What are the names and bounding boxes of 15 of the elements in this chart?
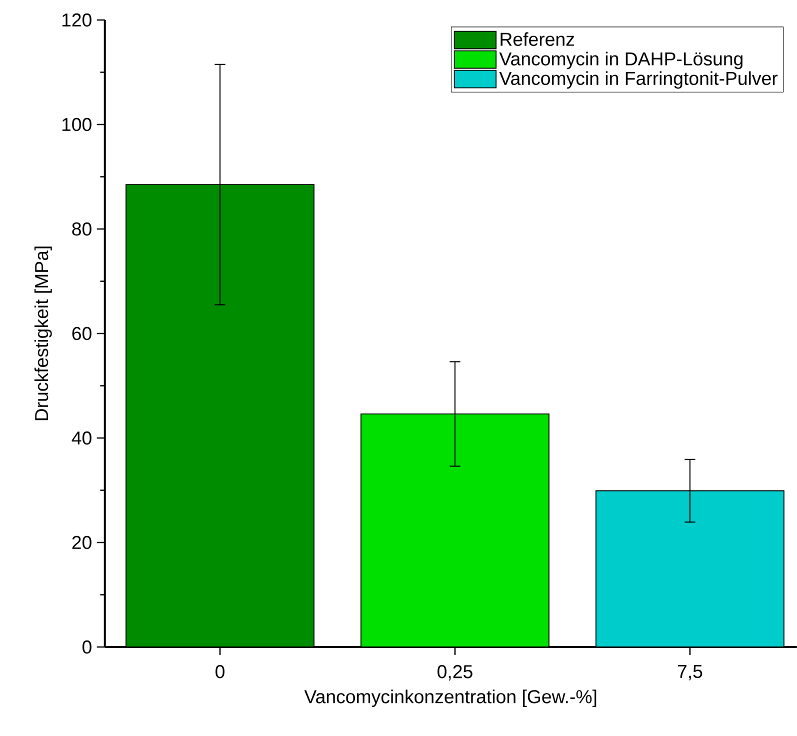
- y-tick-label: 60: [72, 326, 92, 340]
- x-tick-label: 7,5: [678, 665, 702, 680]
- x-tick-label: 0: [216, 665, 224, 678]
- x-tick-label: 0,25: [438, 665, 472, 680]
- legend-label: Referenz: [500, 32, 574, 46]
- y-tick-label: 80: [72, 222, 92, 236]
- legend-label: Vancomycin in DAHP-Lösung: [499, 52, 742, 70]
- legend-label: Vancomycin in Farringtonit-Pulver: [499, 71, 778, 89]
- y-tick-label: 40: [72, 431, 92, 445]
- y-axis-title: Druckfestigkeit [MPa]: [34, 246, 52, 420]
- y-tick-label: 120: [62, 13, 92, 27]
- x-axis-title: Vancomycinkonzentration [Gew.-%]: [304, 690, 596, 707]
- y-tick-label: 0: [82, 640, 92, 654]
- y-tick-label: 100: [62, 118, 92, 132]
- y-tick-label: 20: [72, 536, 92, 550]
